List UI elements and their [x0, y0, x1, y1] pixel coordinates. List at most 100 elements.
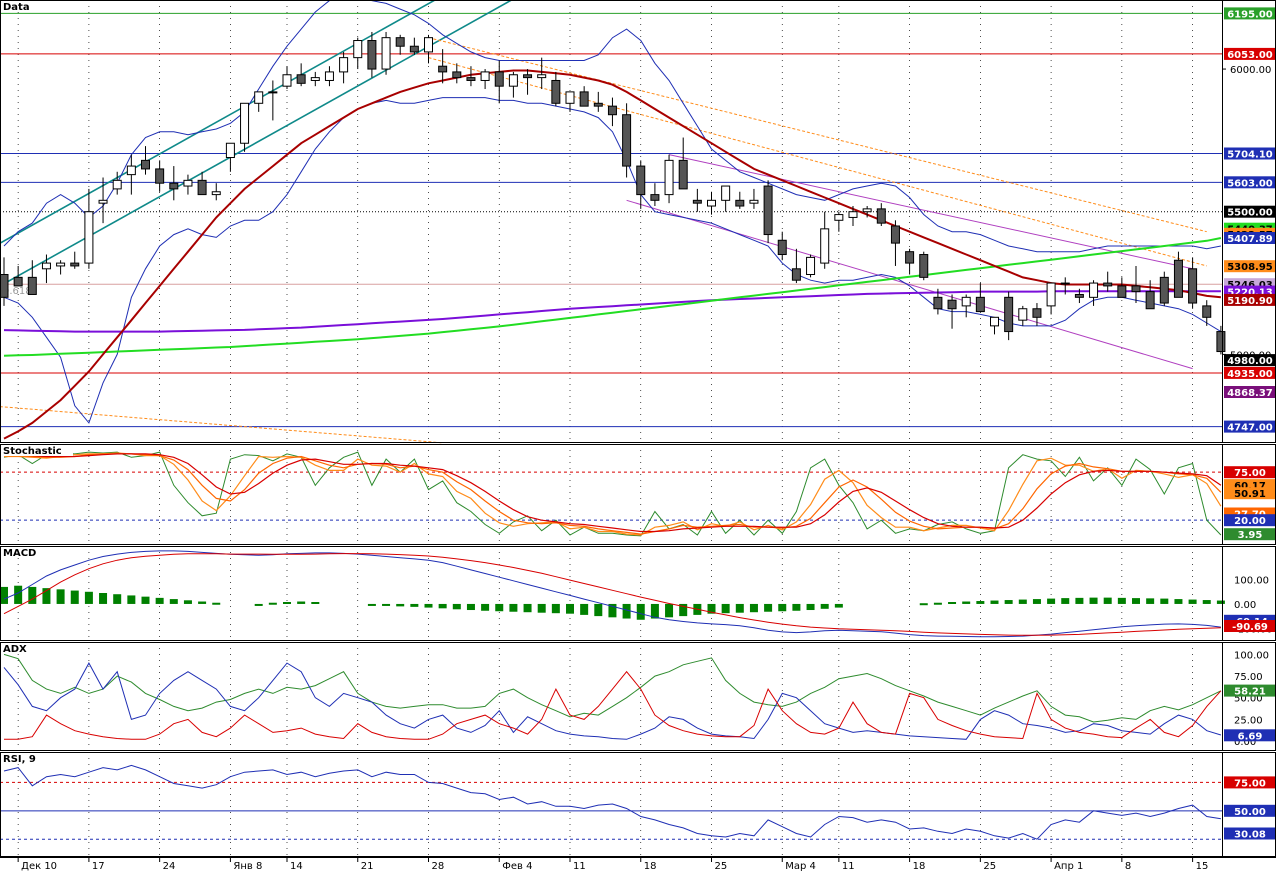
- candle-body[interactable]: [735, 199, 745, 207]
- candle-body[interactable]: [395, 37, 405, 47]
- candle-body[interactable]: [678, 159, 688, 190]
- candle-body[interactable]: [834, 214, 844, 221]
- candle-body[interactable]: [282, 74, 292, 87]
- candle-body[interactable]: [268, 91, 278, 94]
- candle-body[interactable]: [155, 168, 165, 184]
- candle-body[interactable]: [876, 208, 886, 224]
- candle-body[interactable]: [1089, 282, 1099, 298]
- pane-title-bg: [1, 547, 34, 558]
- candle-body[interactable]: [1004, 296, 1014, 333]
- candle-body[interactable]: [254, 91, 264, 104]
- candle-body[interactable]: [848, 211, 858, 218]
- value-tag: 6.69: [1224, 729, 1276, 742]
- candle-body[interactable]: [70, 262, 80, 267]
- candle-body[interactable]: [919, 254, 929, 278]
- candle-body[interactable]: [409, 45, 419, 53]
- rsi-pane[interactable]: 75.00 50.00 30.08 RSI, 9: [0, 752, 1276, 857]
- candle-body[interactable]: [707, 199, 716, 207]
- candle-body[interactable]: [98, 199, 108, 204]
- candle-body[interactable]: [169, 182, 179, 190]
- candle-body[interactable]: [905, 251, 915, 264]
- candle-body[interactable]: [1216, 331, 1226, 353]
- candle-body[interactable]: [636, 165, 646, 196]
- candle-body[interactable]: [1032, 308, 1042, 318]
- candle-body[interactable]: [579, 91, 589, 107]
- candle-body[interactable]: [1018, 308, 1028, 321]
- macd-histogram-bar: [608, 603, 617, 618]
- candle-body[interactable]: [296, 74, 306, 84]
- candle-body[interactable]: [225, 142, 235, 159]
- candle-body[interactable]: [650, 194, 660, 201]
- candle-body[interactable]: [197, 179, 207, 196]
- adx-pane[interactable]: 100.00 75.00 50.00 25.00 0.00 58.21 6.69 ADX: [0, 642, 1276, 751]
- candle-body[interactable]: [1117, 285, 1127, 298]
- candle-body[interactable]: [1173, 259, 1183, 298]
- candle-body[interactable]: [494, 71, 504, 87]
- candle-body[interactable]: [240, 102, 250, 144]
- candle-body[interactable]: [13, 276, 23, 287]
- candle-body[interactable]: [947, 299, 957, 310]
- candle-body[interactable]: [1060, 282, 1070, 285]
- candle-body[interactable]: [1046, 282, 1056, 307]
- candle-body[interactable]: [1074, 293, 1084, 298]
- candle-body[interactable]: [806, 256, 816, 276]
- candle-body[interactable]: [1145, 291, 1155, 310]
- candle-body[interactable]: [523, 74, 533, 79]
- candle-body[interactable]: [933, 296, 943, 310]
- price-pane[interactable]: 0.6186000.005000.006195.006053.005704.10…: [0, 0, 1276, 444]
- candle-body[interactable]: [961, 296, 971, 307]
- candle-body[interactable]: [990, 316, 999, 327]
- candle-body[interactable]: [438, 65, 448, 73]
- candle-body[interactable]: [141, 159, 150, 170]
- candle-body[interactable]: [41, 262, 51, 270]
- candle-body[interactable]: [975, 296, 985, 313]
- candle-body[interactable]: [1103, 282, 1113, 287]
- candle-body[interactable]: [183, 179, 193, 187]
- candle-body[interactable]: [84, 211, 94, 264]
- candle-body[interactable]: [27, 276, 37, 295]
- candle-body[interactable]: [1131, 285, 1141, 293]
- candle-body[interactable]: [480, 71, 490, 81]
- candle-body[interactable]: [551, 79, 561, 104]
- candle-body[interactable]: [381, 37, 391, 70]
- candle-body[interactable]: [126, 165, 136, 176]
- candle-body[interactable]: [749, 199, 759, 204]
- candle-body[interactable]: [721, 185, 731, 201]
- candle-body[interactable]: [466, 77, 476, 81]
- candle-body[interactable]: [424, 37, 433, 53]
- candle-body[interactable]: [324, 71, 334, 81]
- candle-body[interactable]: [890, 225, 900, 244]
- candle-body[interactable]: [622, 114, 632, 167]
- value-tag-text: 5220.13: [1227, 288, 1273, 299]
- candle-body[interactable]: [1159, 276, 1169, 304]
- candle-body[interactable]: [367, 40, 377, 70]
- candle-body[interactable]: [777, 239, 787, 256]
- candle-body[interactable]: [820, 228, 830, 264]
- candle-body[interactable]: [339, 57, 349, 73]
- hline-value-tag-text: 6053.00: [1227, 50, 1273, 61]
- candle-body[interactable]: [112, 179, 122, 190]
- candle-body[interactable]: [593, 102, 603, 107]
- candle-body[interactable]: [211, 191, 221, 196]
- candle-body[interactable]: [0, 274, 9, 298]
- candle-body[interactable]: [353, 40, 363, 59]
- candle-body[interactable]: [56, 262, 66, 267]
- candle-body[interactable]: [565, 91, 575, 104]
- candle-body[interactable]: [1202, 305, 1212, 318]
- candle-body[interactable]: [607, 105, 617, 116]
- value-tag-bg: [1224, 528, 1276, 541]
- candle-body[interactable]: [664, 159, 674, 196]
- trendline-fib_orange: [428, 57, 1207, 267]
- candle-body[interactable]: [508, 74, 518, 87]
- candle-body[interactable]: [537, 74, 547, 79]
- candle-body[interactable]: [310, 77, 320, 81]
- candle-body[interactable]: [791, 268, 801, 281]
- candle-body[interactable]: [763, 185, 773, 236]
- candle-body[interactable]: [1188, 268, 1198, 304]
- candle-body[interactable]: [692, 199, 702, 204]
- candle-body[interactable]: [452, 71, 462, 79]
- candle-body[interactable]: [862, 208, 872, 213]
